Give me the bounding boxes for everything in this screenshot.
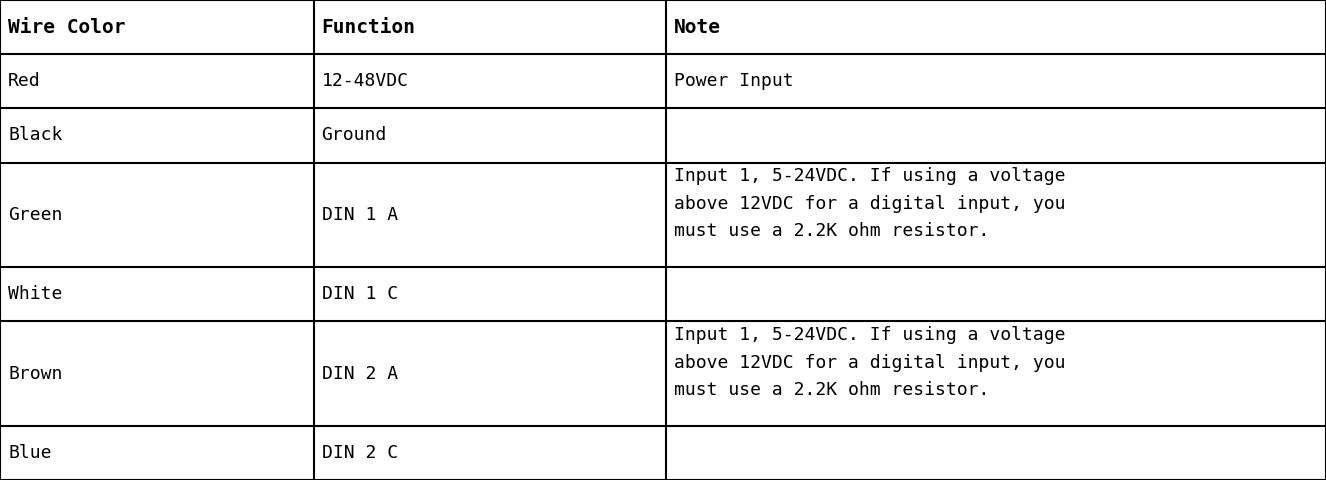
Text: Black: Black (8, 126, 62, 144)
Text: DIN 1 A: DIN 1 A (322, 206, 398, 224)
Text: above 12VDC for a digital input, you: above 12VDC for a digital input, you (674, 195, 1065, 213)
Text: DIN 1 C: DIN 1 C (322, 285, 398, 303)
Text: DIN 2 C: DIN 2 C (322, 444, 398, 462)
Text: must use a 2.2K ohm resistor.: must use a 2.2K ohm resistor. (674, 222, 989, 240)
Text: Brown: Brown (8, 364, 62, 383)
Text: Input 1, 5-24VDC. If using a voltage: Input 1, 5-24VDC. If using a voltage (674, 168, 1065, 185)
Text: Blue: Blue (8, 444, 52, 462)
Text: Ground: Ground (322, 126, 387, 144)
Text: 12-48VDC: 12-48VDC (322, 72, 408, 90)
Text: Input 1, 5-24VDC. If using a voltage: Input 1, 5-24VDC. If using a voltage (674, 326, 1065, 344)
Text: must use a 2.2K ohm resistor.: must use a 2.2K ohm resistor. (674, 381, 989, 399)
Text: Red: Red (8, 72, 41, 90)
Text: Power Input: Power Input (674, 72, 793, 90)
Text: DIN 2 A: DIN 2 A (322, 364, 398, 383)
Text: Note: Note (674, 18, 720, 36)
Text: Wire Color: Wire Color (8, 18, 126, 36)
Text: above 12VDC for a digital input, you: above 12VDC for a digital input, you (674, 354, 1065, 372)
Text: Function: Function (322, 18, 415, 36)
Text: White: White (8, 285, 62, 303)
Text: Green: Green (8, 206, 62, 224)
